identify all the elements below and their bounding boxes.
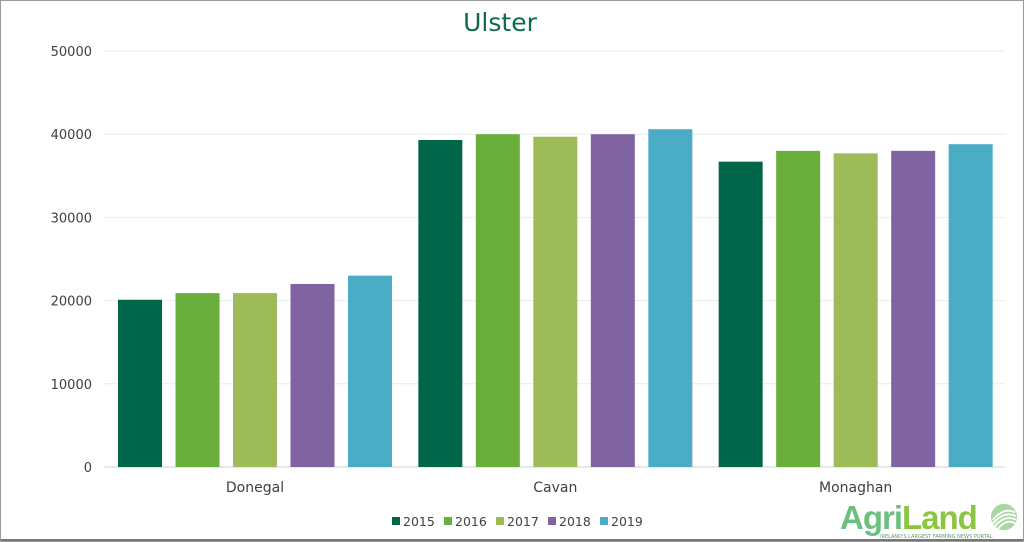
legend-swatch — [392, 517, 400, 525]
logo-wordmark: AgriLand — [840, 499, 978, 536]
bar-donegal-2016 — [175, 293, 220, 467]
y-tick-label: 40000 — [51, 128, 92, 143]
bar-cavan-2015 — [418, 140, 463, 468]
agriland-logo: AgriLand IRELAND'S LARGEST FARMING NEWS … — [840, 501, 1020, 541]
x-tick-label: Donegal — [226, 480, 284, 496]
legend-label: 2016 — [455, 514, 487, 529]
legend-label: 2019 — [611, 514, 643, 529]
y-tick-label: 20000 — [51, 295, 92, 310]
legend-swatch — [548, 517, 556, 525]
bar-cavan-2019 — [648, 129, 693, 467]
logo-text-2: Land — [902, 499, 978, 536]
legend-swatch — [444, 517, 452, 525]
x-tick-label: Monaghan — [819, 480, 892, 496]
logo-tagline: IRELAND'S LARGEST FARMING NEWS PORTAL — [880, 534, 993, 540]
legend-label: 2018 — [559, 514, 591, 529]
y-tick-label: 30000 — [51, 211, 92, 226]
logo-text-1: Agri — [840, 499, 903, 536]
y-tick-label: 50000 — [51, 45, 92, 60]
y-tick-label: 0 — [84, 461, 92, 476]
bar-monaghan-2017 — [833, 153, 878, 467]
legend-swatch — [600, 517, 608, 525]
chart-title: Ulster — [463, 8, 537, 37]
bar-donegal-2015 — [118, 299, 162, 467]
bar-cavan-2017 — [533, 136, 578, 468]
y-tick-label: 10000 — [51, 378, 92, 393]
bar-monaghan-2018 — [891, 150, 936, 467]
bar-cavan-2016 — [475, 134, 520, 467]
bar-donegal-2019 — [348, 275, 392, 467]
x-tick-label: Cavan — [533, 480, 577, 496]
field-icon — [990, 503, 1018, 531]
bar-donegal-2018 — [290, 283, 335, 467]
bar-monaghan-2019 — [948, 144, 993, 467]
bar-cavan-2018 — [590, 134, 635, 467]
bar-monaghan-2016 — [776, 150, 821, 467]
bar-monaghan-2015 — [718, 161, 763, 467]
legend-swatch — [496, 517, 504, 525]
legend-label: 2017 — [507, 514, 539, 529]
bar-donegal-2017 — [233, 293, 277, 467]
legend-label: 2015 — [403, 514, 435, 529]
